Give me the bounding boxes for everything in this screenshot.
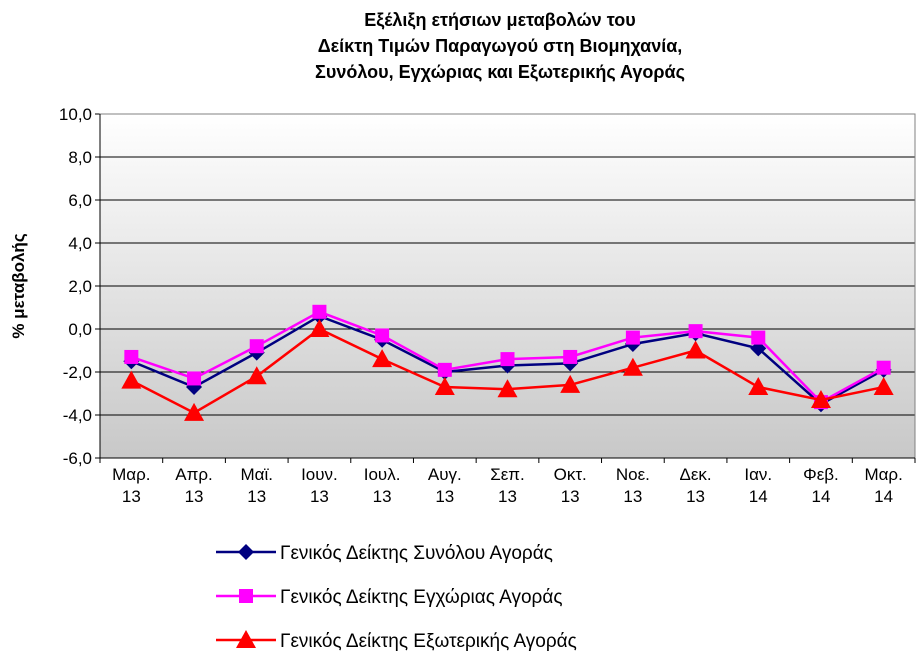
marker — [434, 377, 455, 396]
x-tick-label: Σεπ. 13 — [490, 465, 525, 506]
marker — [622, 357, 643, 376]
x-tick-label: Απρ. 13 — [175, 465, 213, 506]
marker — [685, 340, 706, 359]
marker — [751, 330, 766, 345]
marker — [500, 352, 515, 367]
marker — [560, 374, 581, 393]
x-tick-label: Ιαν. 14 — [744, 465, 773, 506]
x-tick-label: Αυγ. 13 — [427, 465, 462, 506]
chart-title: Εξέλιξη ετήσιων μεταβολών του — [364, 10, 635, 31]
legend-label: Γενικός Δείκτης Συνόλου Αγοράς — [280, 543, 553, 564]
legend-label: Γενικός Δείκτης Εξωτερικής Αγοράς — [280, 631, 577, 652]
marker — [124, 349, 139, 364]
y-tick-label: -2,0 — [63, 363, 92, 382]
x-tick-label: Ιουλ. 13 — [363, 465, 401, 506]
marker — [876, 360, 891, 375]
marker — [184, 402, 205, 421]
x-tick-label: Οκτ. 13 — [553, 465, 587, 506]
marker — [625, 330, 640, 345]
y-tick-label: 0,0 — [68, 320, 92, 339]
legend-label: Γενικός Δείκτης Εγχώριας Αγοράς — [280, 587, 563, 608]
marker — [810, 389, 831, 408]
y-axis-label: % μεταβολής — [9, 233, 28, 338]
chart-title: Δείκτη Τιμών Παραγωγού στη Βιομηχανία, — [318, 36, 683, 56]
x-tick-label: Μαϊ. 13 — [240, 465, 273, 506]
marker — [239, 589, 253, 603]
y-tick-label: 8,0 — [68, 148, 92, 167]
marker — [563, 349, 578, 364]
y-tick-label: -6,0 — [63, 449, 92, 468]
x-tick-label: Ιουν. 13 — [301, 465, 338, 506]
y-tick-label: 2,0 — [68, 277, 92, 296]
marker — [121, 370, 142, 389]
marker — [497, 379, 518, 398]
chart-title: Συνόλου, Εγχώριας και Εξωτερικής Αγοράς — [315, 62, 685, 83]
marker — [372, 349, 393, 368]
marker — [246, 366, 267, 385]
marker — [873, 377, 894, 396]
marker — [748, 377, 769, 396]
x-tick-label: Μαρ. 14 — [864, 465, 903, 506]
x-tick-label: Μαρ. 13 — [112, 465, 151, 506]
marker — [688, 324, 703, 339]
x-tick-label: Φεβ. 14 — [803, 465, 839, 506]
marker — [187, 371, 202, 386]
x-tick-label: Δεκ. 13 — [679, 465, 712, 506]
x-tick-label: Νοε. 13 — [615, 465, 650, 506]
marker — [375, 328, 390, 343]
marker — [249, 339, 264, 354]
y-tick-label: 6,0 — [68, 191, 92, 210]
marker — [236, 630, 256, 648]
y-tick-label: 4,0 — [68, 234, 92, 253]
marker — [312, 304, 327, 319]
marker — [309, 319, 330, 337]
y-tick-label: 10,0 — [59, 105, 92, 124]
marker — [437, 362, 452, 377]
y-tick-label: -4,0 — [63, 406, 92, 425]
marker — [238, 544, 254, 560]
